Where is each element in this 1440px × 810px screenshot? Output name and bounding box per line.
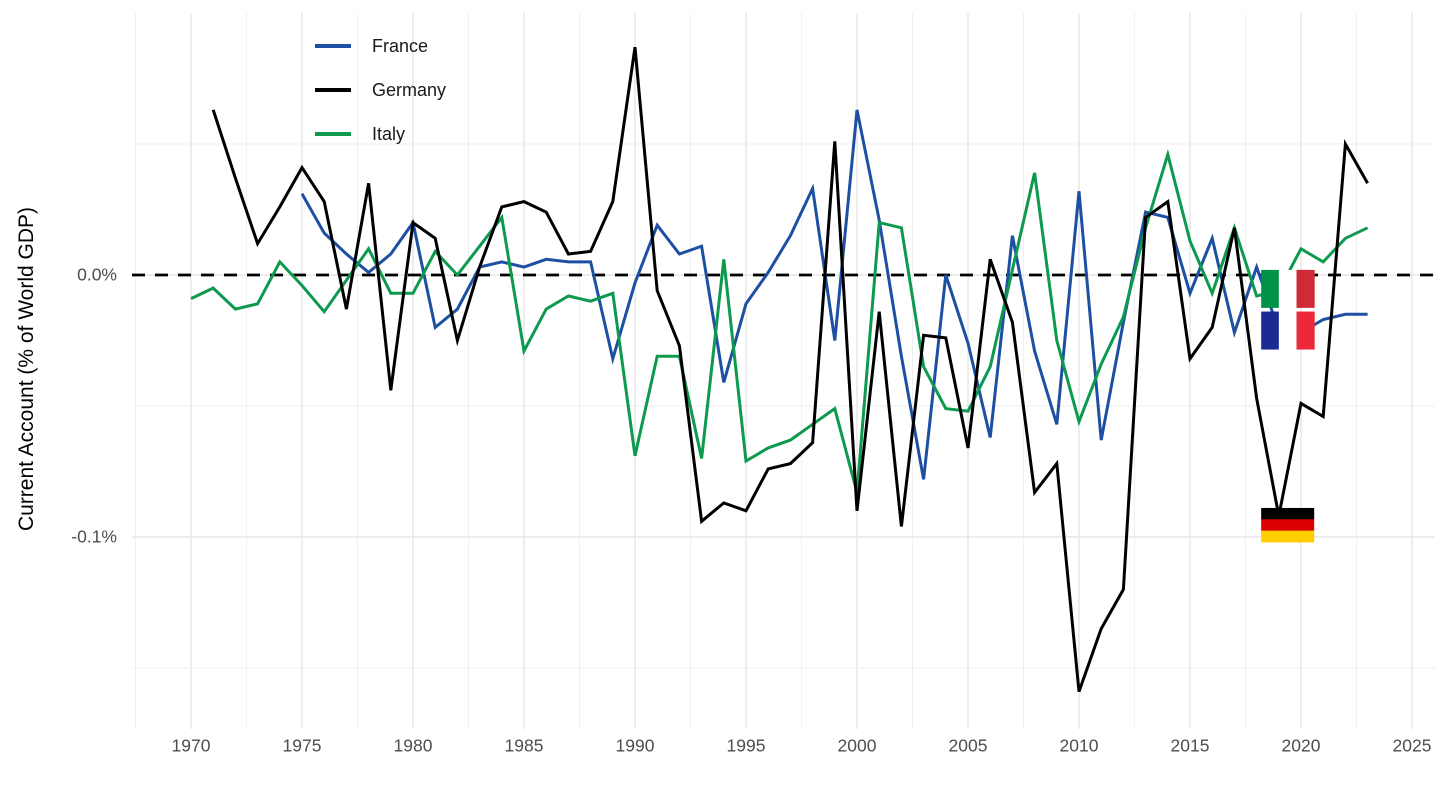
x-tick-label-2015: 2015 <box>1170 735 1210 756</box>
germany-line-swatch <box>315 88 351 92</box>
x-tick-label-1985: 1985 <box>504 735 544 756</box>
x-tick-label-1990: 1990 <box>615 735 655 756</box>
france-flag-stripe <box>1261 311 1280 350</box>
legend: France Germany Italy <box>315 24 446 156</box>
france-flag-stripe <box>1296 311 1315 350</box>
italy-flag-stripe <box>1278 269 1298 308</box>
italy-line-swatch <box>315 132 351 136</box>
germany-line <box>211 46 1369 693</box>
legend-label-italy: Italy <box>372 123 406 144</box>
legend-label-germany: Germany <box>372 79 447 100</box>
italy-flag <box>1261 269 1315 308</box>
x-tick-label-2000: 2000 <box>837 735 877 756</box>
x-tick-label-1970: 1970 <box>171 735 211 756</box>
y-tick-label--0.1%: -0.1% <box>71 526 117 547</box>
x-tick-label-2010: 2010 <box>1059 735 1099 756</box>
germany-flag-stripe <box>1261 507 1315 520</box>
legend-item-france: France <box>315 24 446 68</box>
legend-item-germany: Germany <box>315 68 446 112</box>
x-tick-label-1980: 1980 <box>393 735 433 756</box>
x-tick-label-2025: 2025 <box>1392 735 1432 756</box>
legend-label-france: France <box>372 35 429 56</box>
germany-flag-stripe <box>1261 530 1315 543</box>
x-tick-label-1975: 1975 <box>282 735 322 756</box>
legend-item-italy: Italy <box>315 112 446 156</box>
y-tick-label-0.0%: 0.0% <box>77 264 117 285</box>
italy-line <box>190 148 1369 493</box>
france-flag <box>1261 311 1315 350</box>
italy-flag-stripe <box>1296 269 1315 308</box>
italy-flag-stripe <box>1261 269 1280 308</box>
germany-flag-stripe <box>1261 519 1315 532</box>
y-axis-title: Current Account (% of World GDP) <box>15 206 38 532</box>
x-tick-label-2005: 2005 <box>948 735 988 756</box>
france-line-swatch <box>315 44 351 48</box>
x-tick-label-2020: 2020 <box>1281 735 1321 756</box>
france-flag-stripe <box>1278 311 1298 350</box>
germany-flag <box>1261 507 1315 543</box>
x-tick-label-1995: 1995 <box>726 735 766 756</box>
